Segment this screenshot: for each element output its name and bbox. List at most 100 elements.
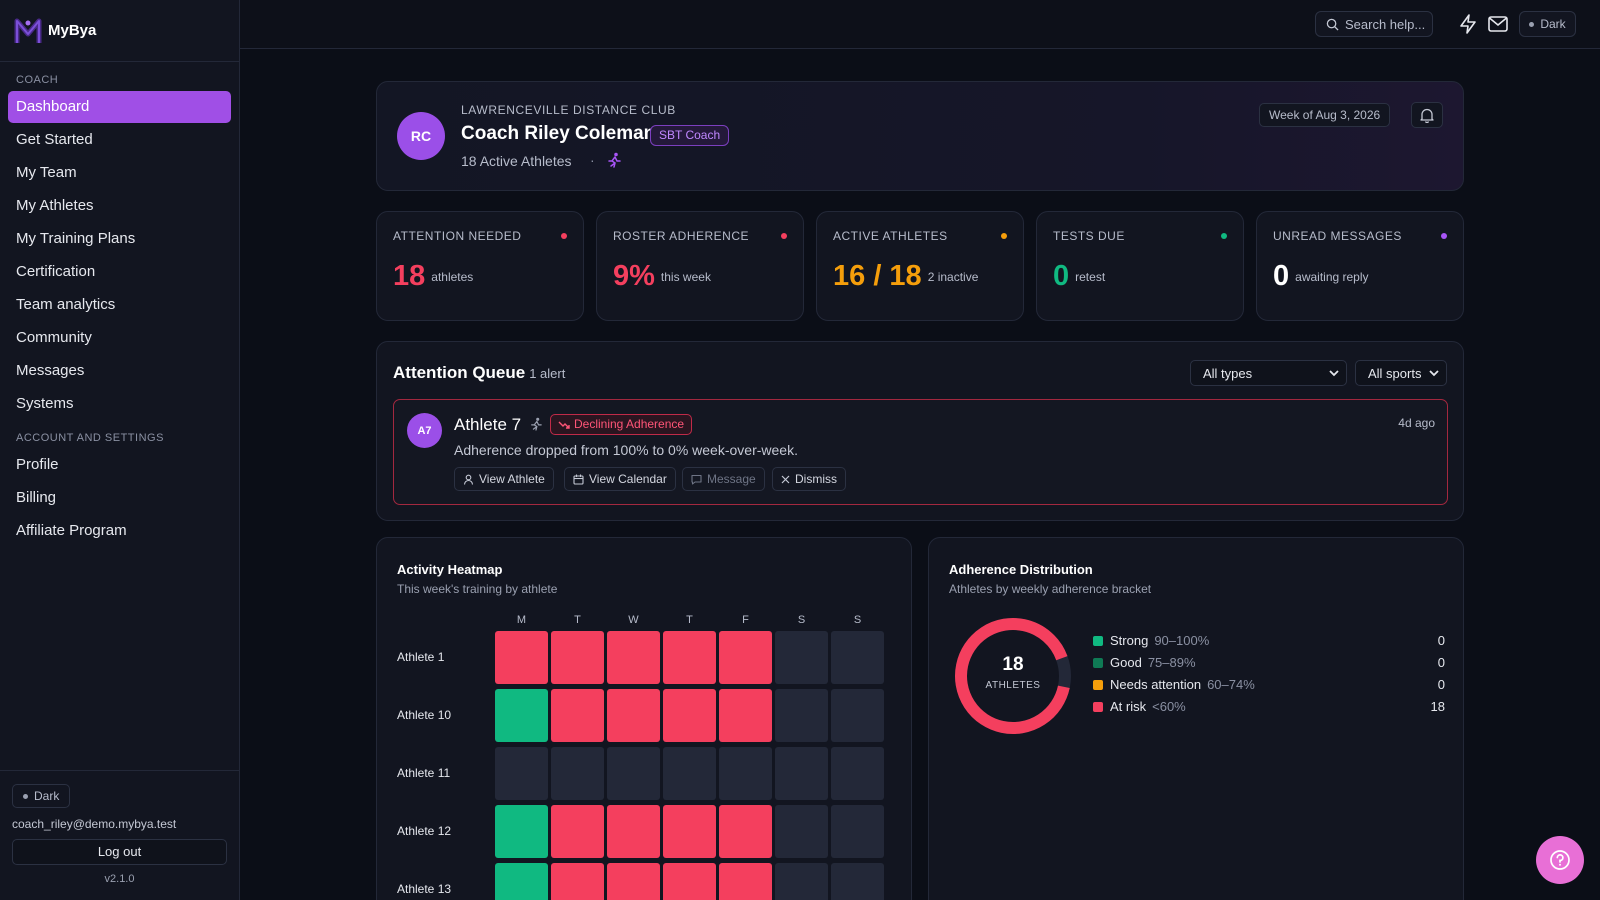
sidebar-item-billing[interactable]: Billing [16,489,57,506]
day-header: T [574,614,581,626]
user-icon [463,474,474,485]
message-icon [691,474,702,485]
sidebar-item-my-training-plans[interactable]: My Training Plans [16,230,136,247]
heatmap-cell[interactable] [719,747,772,800]
legend-item: Strong 90–100% 0 [1093,632,1445,650]
heatmap-cell[interactable] [775,631,828,684]
heatmap-row-label[interactable]: Athlete 11 [397,766,451,780]
heatmap-cell[interactable] [495,631,548,684]
stat-card-tests-due[interactable]: TESTS DUE 0 retest [1036,211,1244,321]
heatmap-cell[interactable] [831,805,884,858]
heatmap-cell[interactable] [775,689,828,742]
heatmap-cell[interactable] [831,689,884,742]
help-button[interactable] [1536,836,1584,884]
notifications-button[interactable] [1411,102,1443,128]
heatmap-cell[interactable] [663,805,716,858]
heatmap-cell[interactable] [551,631,604,684]
heatmap-cell[interactable] [663,689,716,742]
search-placeholder: Search help... [1345,16,1426,32]
sidebar-item-my-team[interactable]: My Team [16,164,77,181]
stat-value: 9% this week [613,260,711,293]
legend-range: 75–89% [1147,655,1196,670]
theme-toggle-top[interactable]: Dark [1519,11,1576,37]
heatmap-cell[interactable] [607,747,660,800]
heatmap-cell[interactable] [775,805,828,858]
activity-heatmap-card: Activity Heatmap This week's training by… [376,537,912,900]
alert-item[interactable]: A7 Athlete 7 Declining Adherence 4d ago … [393,399,1448,505]
heatmap-cell[interactable] [551,689,604,742]
heatmap-cell[interactable] [831,863,884,900]
legend-label: Strong 90–100% [1110,633,1209,648]
dismiss-button[interactable]: Dismiss [772,467,846,491]
sidebar-footer: Dark coach_riley@demo.mybya.test Log out… [0,770,239,900]
message-button[interactable]: Message [682,467,765,491]
heatmap-cell[interactable] [719,689,772,742]
sidebar-item-systems[interactable]: Systems [16,395,74,412]
sidebar-item-profile[interactable]: Profile [16,456,59,473]
heatmap-row-label[interactable]: Athlete 1 [397,650,445,664]
distribution-subtitle: Athletes by weekly adherence bracket [949,582,1152,596]
sidebar-item-dashboard[interactable]: Dashboard [8,91,231,123]
theme-toggle-sidebar[interactable]: Dark [12,784,71,808]
heatmap-cell[interactable] [495,689,548,742]
brand[interactable]: MyBya [0,0,239,62]
lightning-button[interactable] [1457,13,1479,35]
donut-segment[interactable] [953,616,1073,736]
coach-badge: SBT Coach [650,125,730,146]
stat-card-roster-adherence[interactable]: ROSTER ADHERENCE 9% this week [596,211,804,321]
heatmap-cell[interactable] [551,747,604,800]
heatmap-cell[interactable] [719,805,772,858]
heatmap-cell[interactable] [719,631,772,684]
stat-card-attention-needed[interactable]: ATTENTION NEEDED 18 athletes [376,211,584,321]
sport-filter-value: All sports [1368,365,1422,381]
heatmap-cell[interactable] [775,863,828,900]
heatmap-cell[interactable] [495,805,548,858]
heatmap-cell[interactable] [607,689,660,742]
sidebar-item-team-analytics[interactable]: Team analytics [16,296,116,313]
theme-label: Dark [1540,17,1566,31]
sidebar-item-community[interactable]: Community [16,329,92,346]
sidebar-item-messages[interactable]: Messages [16,362,85,379]
heatmap-row-label[interactable]: Athlete 12 [397,824,452,838]
legend-name: Good [1110,655,1142,670]
stat-number: 0 [1053,260,1070,292]
search-input[interactable]: Search help... [1315,11,1433,37]
sidebar-item-get-started[interactable]: Get Started [16,131,93,148]
sidebar-item-my-athletes[interactable]: My Athletes [16,197,94,214]
heatmap-cell[interactable] [719,863,772,900]
sport-filter-select[interactable]: All sports [1355,360,1447,386]
running-icon [607,152,621,171]
stat-value: 0 awaiting reply [1273,260,1369,293]
view-calendar-button[interactable]: View Calendar [564,467,676,491]
heatmap-cell[interactable] [663,747,716,800]
heatmap-cell[interactable] [607,631,660,684]
running-icon [530,417,542,434]
stat-value: 0 retest [1053,260,1105,293]
alert-athlete-name[interactable]: Athlete 7 [454,415,522,434]
stat-value: 18 athletes [393,260,473,293]
heatmap-cell[interactable] [551,805,604,858]
heatmap-cell[interactable] [831,747,884,800]
heatmap-cell[interactable] [663,863,716,900]
heatmap-cell[interactable] [607,805,660,858]
heatmap-row-label[interactable]: Athlete 13 [397,882,452,896]
heatmap-cell[interactable] [551,863,604,900]
sidebar-item-certification[interactable]: Certification [16,263,96,280]
heatmap-cell[interactable] [495,747,548,800]
heatmap-cell[interactable] [663,631,716,684]
legend-label: Good 75–89% [1110,655,1196,670]
logout-button[interactable]: Log out [12,839,227,865]
heatmap-cell[interactable] [607,863,660,900]
heatmap-cell[interactable] [831,631,884,684]
heatmap-cell[interactable] [495,863,548,900]
stat-card-unread-messages[interactable]: UNREAD MESSAGES 0 awaiting reply [1256,211,1464,321]
type-filter-select[interactable]: All types [1190,360,1347,386]
heatmap-cell[interactable] [775,747,828,800]
legend-value: 18 [1430,699,1445,714]
stat-card-active-athletes[interactable]: ACTIVE ATHLETES 16 / 18 2 inactive [816,211,1024,321]
heatmap-row-label[interactable]: Athlete 10 [397,708,452,722]
sidebar-item-affiliate-program[interactable]: Affiliate Program [16,522,127,539]
mail-button[interactable] [1487,13,1509,35]
week-selector[interactable]: Week of Aug 3, 2026 [1259,103,1391,127]
view-athlete-button[interactable]: View Athlete [454,467,554,491]
